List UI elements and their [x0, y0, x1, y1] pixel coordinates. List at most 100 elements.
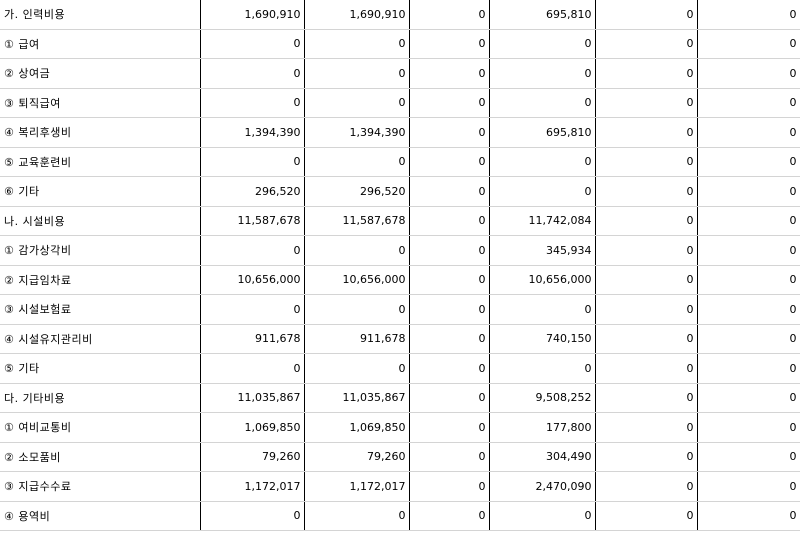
table-row: 다. 기타비용 11,035,867 11,035,867 0 9,508,252 0 0	[0, 382, 800, 413]
value-cell: 177,800	[488, 412, 595, 443]
table-row: ② 상여금 0 0 0 0 0 0	[0, 58, 800, 89]
value-cell: 0	[488, 146, 595, 177]
value-cell: 0	[408, 58, 489, 89]
value-cell: 0	[594, 323, 697, 354]
value-cell: 0	[408, 441, 489, 472]
value-cell: 0	[408, 353, 489, 384]
value-cell: 0	[594, 176, 697, 207]
value-cell: 304,490	[488, 441, 595, 472]
row-label: 다. 기타비용	[0, 382, 200, 413]
value-cell: 0	[199, 58, 304, 89]
value-cell: 0	[594, 500, 697, 531]
value-cell: 0	[408, 471, 489, 502]
value-cell: 0	[594, 382, 697, 413]
value-cell: 0	[696, 28, 800, 59]
value-cell: 10,656,000	[488, 264, 595, 295]
value-cell: 0	[594, 235, 697, 266]
value-cell: 1,690,910	[199, 0, 304, 30]
value-cell: 695,810	[488, 0, 595, 30]
row-label: ④ 시설유지관리비	[0, 323, 200, 354]
value-cell: 911,678	[199, 323, 304, 354]
value-cell: 296,520	[303, 176, 409, 207]
table-row: ③ 지급수수료 1,172,017 1,172,017 0 2,470,090 0 0	[0, 471, 800, 502]
value-cell: 0	[408, 412, 489, 443]
value-cell: 345,934	[488, 235, 595, 266]
table-row: ⑥ 기타 296,520 296,520 0 0 0 0	[0, 176, 800, 207]
value-cell: 0	[594, 117, 697, 148]
row-label: ⑥ 기타	[0, 176, 200, 207]
table-row: 가. 인력비용 1,690,910 1,690,910 0 695,810 0 0	[0, 0, 800, 30]
value-cell: 1,690,910	[303, 0, 409, 30]
value-cell: 0	[594, 0, 697, 30]
table-row: ② 지급임차료 10,656,000 10,656,000 0 10,656,000 0 0	[0, 264, 800, 295]
value-cell: 0	[303, 235, 409, 266]
value-cell: 0	[594, 441, 697, 472]
value-cell: 0	[594, 264, 697, 295]
value-cell: 695,810	[488, 117, 595, 148]
row-label: ② 소모품비	[0, 441, 200, 472]
value-cell: 0	[408, 235, 489, 266]
table-row: ④ 용역비 0 0 0 0 0 0	[0, 500, 800, 531]
value-cell: 0	[696, 500, 800, 531]
row-label: ② 지급임차료	[0, 264, 200, 295]
value-cell: 11,035,867	[303, 382, 409, 413]
value-cell: 0	[594, 58, 697, 89]
value-cell: 0	[696, 264, 800, 295]
value-cell: 0	[696, 146, 800, 177]
value-cell: 0	[594, 28, 697, 59]
value-cell: 0	[303, 87, 409, 118]
value-cell: 0	[696, 176, 800, 207]
value-cell: 0	[199, 87, 304, 118]
row-label: ① 급여	[0, 28, 200, 59]
value-cell: 10,656,000	[303, 264, 409, 295]
value-cell: 1,069,850	[303, 412, 409, 443]
row-label: ④ 용역비	[0, 500, 200, 531]
value-cell: 0	[696, 205, 800, 236]
table-row: ③ 퇴직급여 0 0 0 0 0 0	[0, 87, 800, 118]
value-cell: 0	[408, 0, 489, 30]
value-cell: 0	[199, 28, 304, 59]
value-cell: 0	[594, 146, 697, 177]
value-cell: 0	[408, 382, 489, 413]
value-cell: 0	[408, 294, 489, 325]
value-cell: 0	[199, 500, 304, 531]
value-cell: 0	[696, 353, 800, 384]
value-cell: 0	[696, 294, 800, 325]
table-row: ② 소모품비 79,260 79,260 0 304,490 0 0	[0, 441, 800, 472]
value-cell: 0	[303, 294, 409, 325]
value-cell: 0	[408, 87, 489, 118]
table-row: ① 급여 0 0 0 0 0 0	[0, 28, 800, 59]
value-cell: 0	[303, 353, 409, 384]
value-cell: 0	[408, 205, 489, 236]
value-cell: 0	[594, 412, 697, 443]
value-cell: 79,260	[303, 441, 409, 472]
value-cell: 0	[594, 353, 697, 384]
value-cell: 0	[696, 87, 800, 118]
value-cell: 0	[696, 471, 800, 502]
value-cell: 1,394,390	[303, 117, 409, 148]
value-cell: 0	[594, 294, 697, 325]
value-cell: 911,678	[303, 323, 409, 354]
row-label: ④ 복리후생비	[0, 117, 200, 148]
row-label: ① 여비교통비	[0, 412, 200, 443]
row-label: ③ 퇴직급여	[0, 87, 200, 118]
value-cell: 296,520	[199, 176, 304, 207]
value-cell: 0	[696, 58, 800, 89]
value-cell: 0	[408, 28, 489, 59]
table-row: 나. 시설비용 11,587,678 11,587,678 0 11,742,084 0 0	[0, 205, 800, 236]
row-label: ③ 시설보험료	[0, 294, 200, 325]
value-cell: 0	[696, 235, 800, 266]
value-cell: 0	[488, 28, 595, 59]
row-label: ⑤ 교육훈련비	[0, 146, 200, 177]
value-cell: 0	[696, 412, 800, 443]
value-cell: 11,587,678	[303, 205, 409, 236]
value-cell: 0	[303, 28, 409, 59]
row-label: ② 상여금	[0, 58, 200, 89]
value-cell: 0	[594, 87, 697, 118]
table-row: ⑤ 기타 0 0 0 0 0 0	[0, 353, 800, 384]
table-row: ① 여비교통비 1,069,850 1,069,850 0 177,800 0 0	[0, 412, 800, 443]
value-cell: 0	[408, 264, 489, 295]
table-row: ⑤ 교육훈련비 0 0 0 0 0 0	[0, 146, 800, 177]
